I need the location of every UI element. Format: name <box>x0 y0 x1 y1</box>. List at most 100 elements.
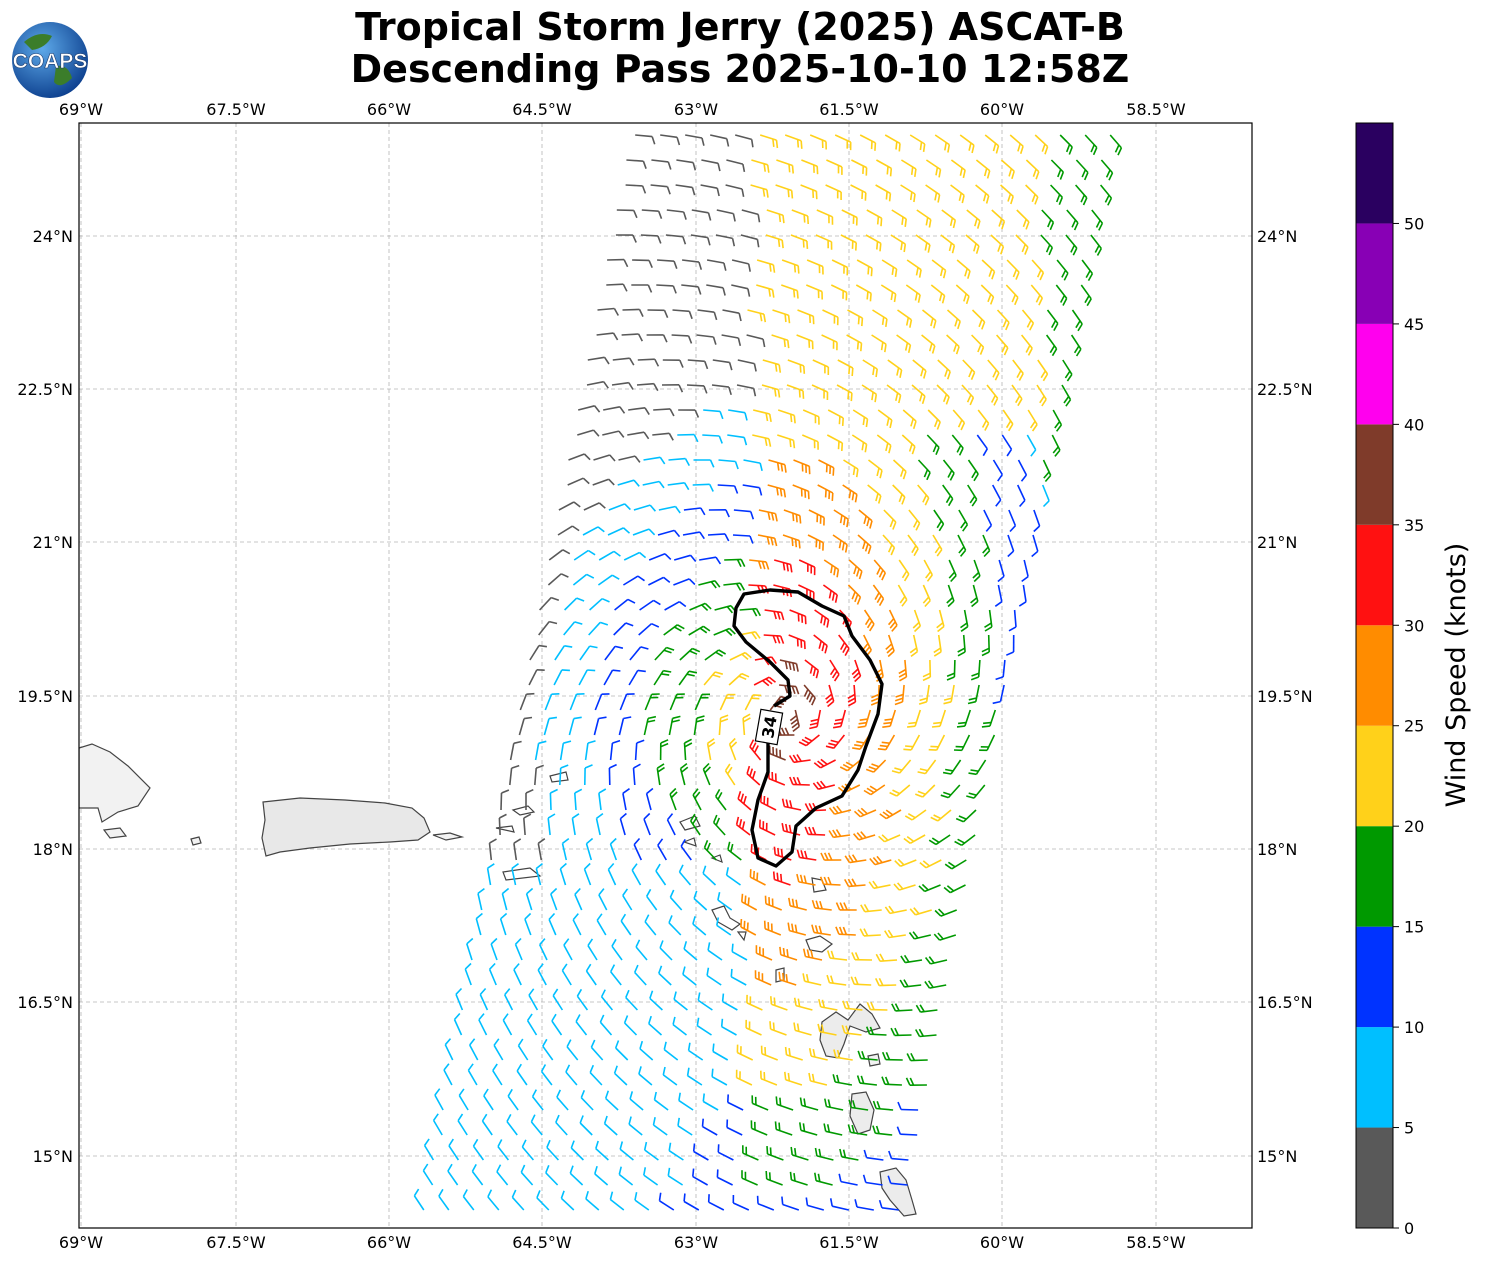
wind-barb <box>887 359 903 378</box>
lon-tick-bottom: 66°W <box>367 1233 411 1252</box>
wind-barb <box>872 584 885 606</box>
wind-barb <box>770 996 788 1011</box>
wind-barb <box>950 159 966 179</box>
wind-barb <box>693 890 708 911</box>
wind-barb <box>778 971 797 986</box>
wind-barb <box>777 409 796 424</box>
wind-barb <box>972 559 981 583</box>
wind-barb <box>757 534 778 547</box>
puerto-rico-land <box>261 797 431 857</box>
wind-barb <box>820 852 842 861</box>
wind-barb <box>880 284 897 303</box>
wind-barb <box>857 1050 878 1061</box>
wind-barb <box>661 384 684 393</box>
wind-barb <box>852 831 876 841</box>
wind-barb <box>942 459 955 481</box>
colorbar-tick-label: 20 <box>1404 817 1424 836</box>
wind-barb <box>1100 159 1114 181</box>
wind-barb <box>728 672 750 686</box>
wind-barb <box>534 740 547 761</box>
wind-barb <box>423 1138 435 1161</box>
wind-barb <box>597 307 619 316</box>
wind-barb <box>557 525 580 536</box>
wind-barb <box>953 734 971 752</box>
wind-barb <box>586 380 609 389</box>
wind-barb <box>1036 384 1047 407</box>
wind-barb <box>529 644 548 661</box>
wind-barb <box>946 334 960 355</box>
wind-barb <box>660 134 681 146</box>
wind-barb <box>912 359 927 379</box>
wind-barb <box>991 209 1006 230</box>
wind-barb <box>946 659 956 681</box>
wind-barb <box>790 234 809 249</box>
wind-barb <box>594 693 610 711</box>
wind-barb <box>639 1040 654 1061</box>
wind-barb <box>668 457 691 466</box>
wind-barb <box>593 454 616 462</box>
wind-barb <box>902 409 917 430</box>
wind-barb <box>542 1038 554 1061</box>
wind-barb <box>958 509 969 532</box>
wind-barb <box>689 602 712 611</box>
colorbar-tick-label: 35 <box>1404 516 1424 535</box>
wind-barb <box>825 684 835 708</box>
wind-barb <box>753 409 772 423</box>
wind-barb <box>852 409 869 428</box>
wind-barb <box>750 1120 768 1136</box>
wind-barb <box>663 624 685 636</box>
wind-barb <box>578 405 601 413</box>
wind-barb <box>789 776 810 786</box>
wind-barb <box>956 709 972 728</box>
wind-barb <box>862 359 878 378</box>
wind-barb <box>618 455 641 463</box>
wind-barb <box>697 992 713 1011</box>
wind-barb <box>579 645 598 661</box>
wind-barb <box>966 209 981 229</box>
wind-barb <box>513 963 522 986</box>
title-line-1: Tropical Storm Jerry (2025) ASCAT-B <box>355 5 1125 49</box>
wind-barb <box>632 763 641 786</box>
wind-barb <box>629 1091 644 1111</box>
wind-barb <box>898 659 908 682</box>
lat-tick-right: 16.5°N <box>1257 993 1313 1012</box>
wind-barb <box>924 980 947 989</box>
wind-barb <box>619 693 635 711</box>
wind-barb <box>629 646 649 661</box>
wind-barb <box>712 814 726 836</box>
wind-barb <box>434 1088 444 1111</box>
wind-barb <box>563 621 583 636</box>
wind-barb <box>708 509 730 518</box>
wind-barb <box>741 893 758 911</box>
wind-barb <box>847 1124 868 1136</box>
wind-contour-34kt <box>732 588 884 868</box>
wind-barb <box>1025 159 1040 180</box>
colorbar-tick-label: 5 <box>1404 1119 1414 1138</box>
wind-barb <box>924 956 948 965</box>
wind-barb <box>612 357 635 366</box>
wind-barb <box>519 692 535 711</box>
wind-barb <box>1062 359 1073 382</box>
wind-barb <box>943 684 955 705</box>
wind-barb <box>968 759 987 776</box>
wind-barb <box>658 965 672 986</box>
wind-barb <box>1033 509 1041 533</box>
wind-barb <box>547 813 556 836</box>
wind-barb <box>759 819 776 836</box>
wind-barb <box>550 887 558 911</box>
wind-barb <box>706 259 727 271</box>
wind-barb <box>526 1013 538 1036</box>
wind-barb <box>805 1197 825 1211</box>
wind-barb <box>559 764 569 786</box>
wind-barb <box>829 1198 849 1211</box>
wind-barb <box>493 1038 504 1061</box>
wind-barb <box>607 527 631 536</box>
wind-barb <box>696 334 717 345</box>
wind-barb <box>925 159 942 178</box>
wind-barb <box>771 334 790 349</box>
wind-barb <box>728 409 748 421</box>
colorbar-swatch <box>1356 826 1393 927</box>
wind-barb <box>735 816 751 836</box>
wind-barb <box>793 997 813 1011</box>
wind-barb <box>1099 184 1113 206</box>
